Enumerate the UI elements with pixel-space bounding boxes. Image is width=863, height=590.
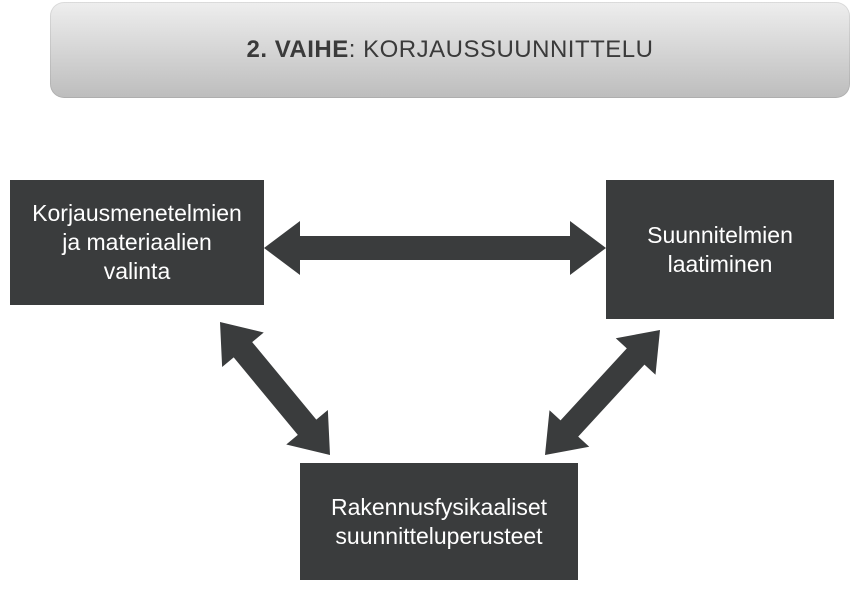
arrow-left-bottom bbox=[166, 268, 384, 509]
phase-header: 2. VAIHE: KORJAUSSUUNNITTELU bbox=[50, 2, 850, 98]
phase-header-text: 2. VAIHE: KORJAUSSUUNNITTELU bbox=[247, 36, 654, 64]
arrow-right-bottom bbox=[491, 276, 714, 509]
